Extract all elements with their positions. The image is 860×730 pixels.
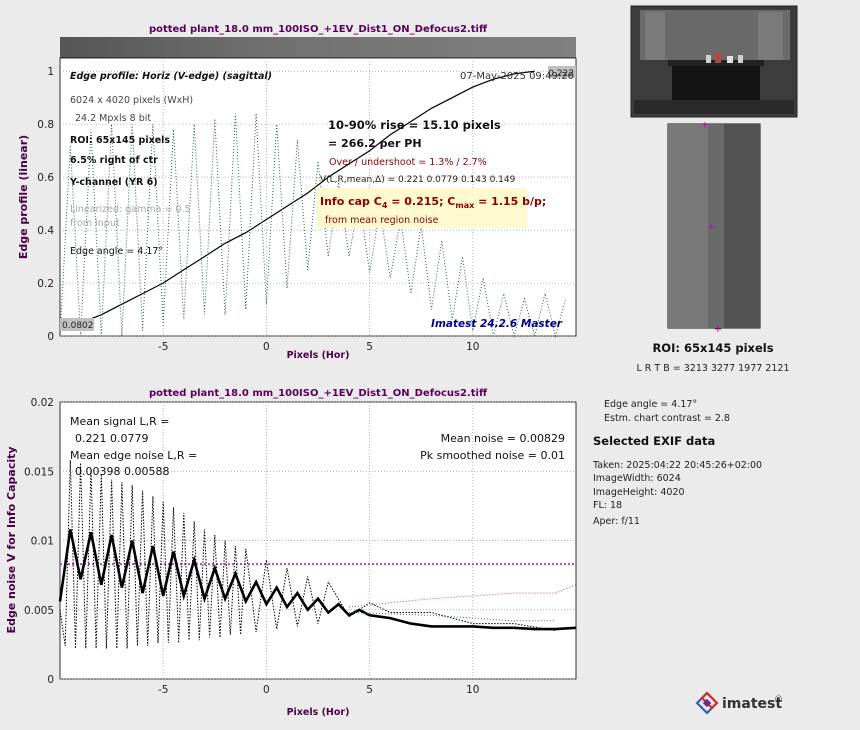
exif-item: Taken: 2025:04:22 20:45:26+02:00 (592, 460, 762, 471)
series-line-0 (59, 70, 535, 329)
y-tick-label: 0 (47, 331, 54, 343)
series-line-2 (348, 584, 577, 608)
edge-pixels: 6024 x 4020 pixels (WxH) (70, 95, 193, 106)
edge-mpxls: 24.2 Mpxls 8 bit (75, 113, 151, 124)
edge-gamma: Linearized: gamma = 0.5 (70, 204, 191, 215)
noise-grid (60, 401, 576, 680)
exif-item: ImageHeight: 4020 (593, 487, 685, 498)
edge-profile-chart: potted plant_18.0 mm_100ISO_+1EV_Dist1_O… (17, 24, 577, 361)
mean-edge-noise-values: 0.00398 0.00588 (75, 465, 169, 478)
edge-date: 07-May-2025 09:49:20 (460, 71, 574, 82)
roi-label: ROI: 65x145 pixels (652, 341, 773, 355)
edge-channel: Y-channel (YR 6) (69, 177, 158, 188)
edge-right-of-ctr: 6.5% right of ctr (70, 155, 158, 166)
roi-thumbnail: + + + (667, 120, 761, 335)
x-tick-label: -5 (158, 684, 168, 696)
exif-item: FL: 18 (593, 500, 622, 511)
y-tick-label: 0.02 (31, 397, 54, 409)
y-tick-label: 0.01 (31, 536, 54, 548)
y-tick-label: 0.005 (24, 605, 54, 617)
y-tick-label: 0.2 (37, 278, 54, 290)
imatest-version: Imatest 24.2.6 Master (431, 318, 563, 330)
side-contrast: Estm. chart contrast = 2.8 (604, 413, 730, 424)
x-tick-label: 10 (466, 684, 479, 696)
edge-grid (60, 58, 576, 337)
per-ph-text: = 266.2 per PH (328, 137, 422, 150)
imatest-logo-mark-icon (695, 691, 719, 715)
edge-header: Edge profile: Horiz (V-edge) (sagittal) (70, 71, 272, 82)
corner-top-value: 0.222 (548, 69, 574, 79)
x-tick-label: 0 (263, 684, 270, 696)
mean-noise-text: Mean noise = 0.00829 (441, 432, 565, 445)
vstats-text: V(L,R,mean,Δ) = 0.221 0.0779 0.143 0.149 (320, 175, 516, 185)
x-tick-label: 0 (263, 341, 270, 353)
info-from-text: from mean region noise (325, 215, 439, 226)
mean-signal-label: Mean signal L,R = (70, 415, 169, 428)
noise-xlabel: Pixels (Hor) (287, 707, 350, 718)
y-tick-label: 0.6 (37, 172, 54, 184)
noise-axis-ticks: -5 0 5 10 0 0.005 0.01 0.015 0.02 (24, 397, 480, 696)
mean-signal-values: 0.221 0.0779 (75, 432, 148, 445)
x-tick-label: 5 (366, 684, 373, 696)
mean-edge-noise-label: Mean edge noise L,R = (70, 449, 197, 462)
noise-chart: potted plant_18.0 mm_100ISO_+1EV_Dist1_O… (5, 388, 577, 718)
pk-noise-text: Pk smoothed noise = 0.01 (420, 449, 565, 462)
scene-thumbnail (630, 5, 798, 118)
y-tick-label: 0.8 (37, 119, 54, 131)
exif-item: Aper: f/11 (593, 516, 640, 527)
y-tick-label: 0.4 (37, 225, 54, 237)
corner-bottom-box (60, 318, 94, 331)
x-tick-label: -5 (158, 341, 168, 353)
x-tick-label: 5 (366, 341, 373, 353)
edge-from-input: from input (70, 218, 120, 229)
series-line-0 (58, 529, 577, 631)
edge-angle: Edge angle = 4.17° (70, 246, 163, 257)
exif-list: Taken: 2025:04:22 20:45:26+02:00 ImageWi… (592, 460, 762, 527)
y-tick-label: 0.015 (24, 466, 54, 478)
edge-xlabel: Pixels (Hor) (287, 350, 350, 361)
svg-text:+: + (707, 222, 715, 233)
info-cap-text: Info cap C4 = 0.215; Cmax = 1.15 b/p; (320, 195, 546, 210)
corner-bottom-value: 0.0802 (62, 321, 94, 331)
edge-strip-image (60, 37, 576, 58)
exif-title: Selected EXIF data (593, 434, 715, 448)
info-cap-box (317, 188, 527, 228)
imatest-logo: imatest ® (695, 691, 783, 715)
side-edge-angle: Edge angle = 4.17° (604, 399, 697, 410)
exif-item: ImageWidth: 6024 (593, 473, 681, 484)
edge-chart-title: potted plant_18.0 mm_100ISO_+1EV_Dist1_O… (149, 24, 488, 35)
svg-text:+: + (701, 120, 709, 131)
series-line-1 (59, 460, 556, 649)
edge-series (59, 70, 567, 338)
roi-coords: L R T B = 3213 3277 1977 2121 (636, 363, 789, 374)
rise-text: 10-90% rise = 15.10 pixels (328, 118, 501, 132)
noise-series (58, 460, 577, 649)
y-tick-label: 1 (47, 66, 54, 78)
corner-top-box (548, 66, 576, 78)
imatest-logo-registered: ® (774, 695, 783, 705)
imatest-logo-text: imatest (722, 696, 782, 712)
x-tick-label: 10 (466, 341, 479, 353)
y-tick-label: 0 (47, 674, 54, 686)
noise-chart-title: potted plant_18.0 mm_100ISO_+1EV_Dist1_O… (149, 388, 488, 399)
svg-text:+: + (714, 324, 722, 335)
overshoot-text: Over / undershoot = 1.3% / 2.7% (329, 157, 487, 168)
edge-axis-ticks: -5 0 5 10 0 0.2 0.4 0.6 0.8 1 (37, 66, 479, 353)
edge-roi: ROI: 65x145 pixels (70, 135, 170, 146)
noise-ylabel: Edge noise V for Info Capacity (5, 446, 18, 633)
edge-ylabel: Edge profile (linear) (17, 135, 30, 259)
